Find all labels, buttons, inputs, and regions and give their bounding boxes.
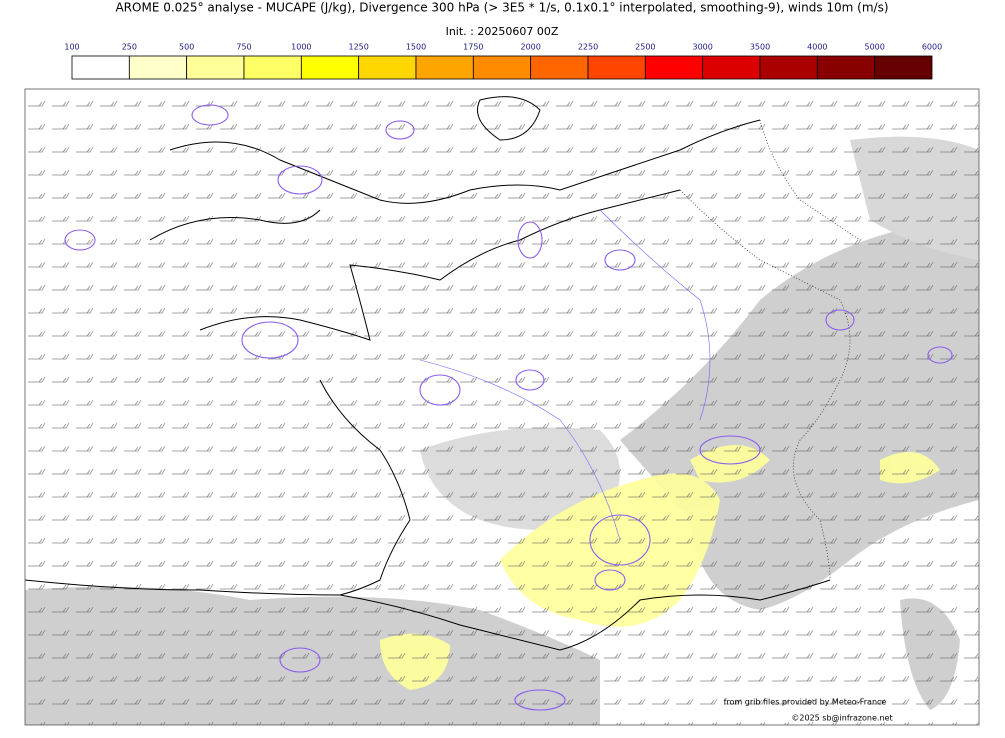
colorbar-box: [128, 55, 188, 80]
credit: from grib files provided by Meteo-France: [724, 698, 887, 707]
colorbar-box: [587, 55, 646, 80]
borders: [679, 119, 861, 581]
colorbar-box: [816, 55, 876, 80]
colorbar-label: 4000: [807, 43, 827, 52]
colorbar-label: 2250: [578, 43, 598, 52]
colorbar-label: 2000: [520, 43, 540, 52]
colorbar-label: 1250: [348, 43, 368, 52]
colorbar-box: [71, 55, 130, 80]
colorbar-box: [759, 55, 818, 80]
colorbar-label: 1000: [291, 43, 311, 52]
coastlines: [25, 96, 831, 651]
colorbar-box: [472, 55, 532, 80]
colorbar-label: 250: [122, 43, 137, 52]
map: [25, 89, 979, 725]
colorbar-box: [530, 55, 589, 80]
colorbar-label: 1500: [406, 43, 426, 52]
colorbar-box: [874, 55, 933, 80]
colorbar-label: 1750: [463, 43, 483, 52]
title: AROME 0.025° analyse - MUCAPE (J/kg), Di…: [115, 1, 888, 15]
colorbar-label: 3500: [750, 43, 770, 52]
colorbar-box: [702, 55, 761, 80]
wind-barbs: [25, 89, 979, 725]
colorbar-box: [186, 55, 245, 80]
colorbar-box: [358, 55, 417, 80]
divergence-contours: [64, 104, 953, 711]
colorbar-box: [644, 55, 704, 80]
colorbar-label: 5000: [864, 43, 884, 52]
map-frame: [24, 88, 980, 726]
colorbar-box: [415, 55, 474, 80]
colorbar: 100 250 500 750 1000 1250 1500 1750 2000 2250 2500…: [64, 43, 942, 80]
rivers: [419, 209, 711, 541]
colorbar-box: [243, 55, 302, 80]
colorbar-box: [300, 55, 360, 80]
credit: ©2025 sb@infrazone.net: [791, 714, 892, 723]
colorbar-label: 750: [236, 43, 251, 52]
colorbar-label: 6000: [922, 43, 942, 52]
init-time: Init. : 20250607 00Z: [446, 25, 559, 38]
colorbar-label: 2500: [635, 43, 655, 52]
colorbar-label: 3000: [692, 43, 712, 52]
colorbar-label: 100: [64, 43, 79, 52]
colorbar-label: 500: [179, 43, 194, 52]
